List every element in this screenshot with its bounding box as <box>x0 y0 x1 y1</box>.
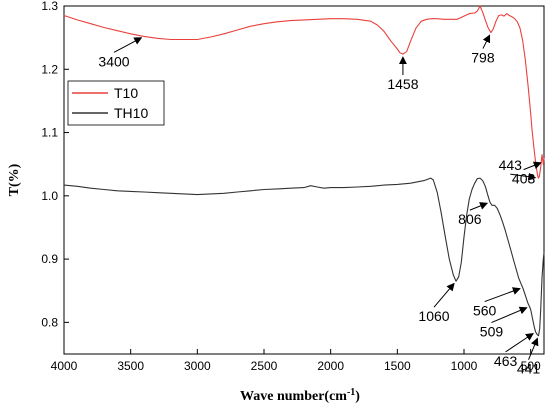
annotation-arrow-463 <box>505 332 534 353</box>
annotation-arrow-560 <box>484 287 521 303</box>
annotation-label-1458: 1458 <box>387 76 418 92</box>
plot-frame <box>63 5 545 355</box>
x-tick-label-3000: 3000 <box>184 359 211 373</box>
x-tick-label-3500: 3500 <box>117 359 144 373</box>
x-tick-label-2500: 2500 <box>251 359 278 373</box>
annotation-arrow-798 <box>482 34 491 49</box>
annotation-arrow-441 <box>528 337 539 360</box>
y-tick-label-0.9: 0.9 <box>41 252 58 266</box>
y-tick-label-1.3: 1.3 <box>41 0 58 13</box>
annotation-label-806: 806 <box>458 211 482 227</box>
y-axis-title: T(%) <box>7 163 22 196</box>
annotation-arrow-1060 <box>433 282 455 308</box>
series-line-th10 <box>63 177 545 337</box>
x-tick-label-500: 500 <box>521 359 541 373</box>
y-tick-label-1.0: 1.0 <box>41 189 58 203</box>
x-axis-title: Wave number(cm-1) <box>240 387 360 404</box>
annotation-label-509: 509 <box>480 324 504 340</box>
annotation-label-441: 441 <box>517 361 541 377</box>
annotation-arrow-443 <box>510 172 537 181</box>
annotation-label-560: 560 <box>473 303 497 319</box>
annotation-label-443: 443 <box>499 157 523 173</box>
annotation-arrow-3400 <box>113 37 143 53</box>
y-tick-label-1.2: 1.2 <box>41 62 58 76</box>
legend-label-t10: T10 <box>114 85 138 101</box>
x-axis: 4000 3500 3000 2500 2000 1500 1000 500 <box>51 349 541 373</box>
legend-box <box>67 80 165 126</box>
annotation-arrow-509 <box>491 306 528 324</box>
y-tick-label-1.1: 1.1 <box>41 126 58 140</box>
series-layer <box>63 5 545 337</box>
x-tick-label-4000: 4000 <box>51 359 78 373</box>
annotation-arrow-806 <box>469 202 489 211</box>
annotation-label-1060: 1060 <box>418 308 449 324</box>
legend: T10 TH10 <box>67 80 165 126</box>
x-tick-label-1500: 1500 <box>384 359 411 373</box>
annotation-label-463: 463 <box>494 353 518 369</box>
annotation-label-403: 403 <box>512 171 536 187</box>
x-tick-label-2000: 2000 <box>317 359 344 373</box>
x-tick-label-1000: 1000 <box>451 359 478 373</box>
annotation-arrow-403 <box>523 161 542 171</box>
y-tick-label-0.8: 0.8 <box>41 315 58 329</box>
legend-label-th10: TH10 <box>114 105 148 121</box>
annotation-label-3400: 3400 <box>98 53 129 69</box>
series-line-t10 <box>63 5 545 179</box>
annotation-label-798: 798 <box>471 50 495 66</box>
y-axis: 0.8 0.9 1.0 1.1 1.2 1.3 <box>41 0 69 329</box>
